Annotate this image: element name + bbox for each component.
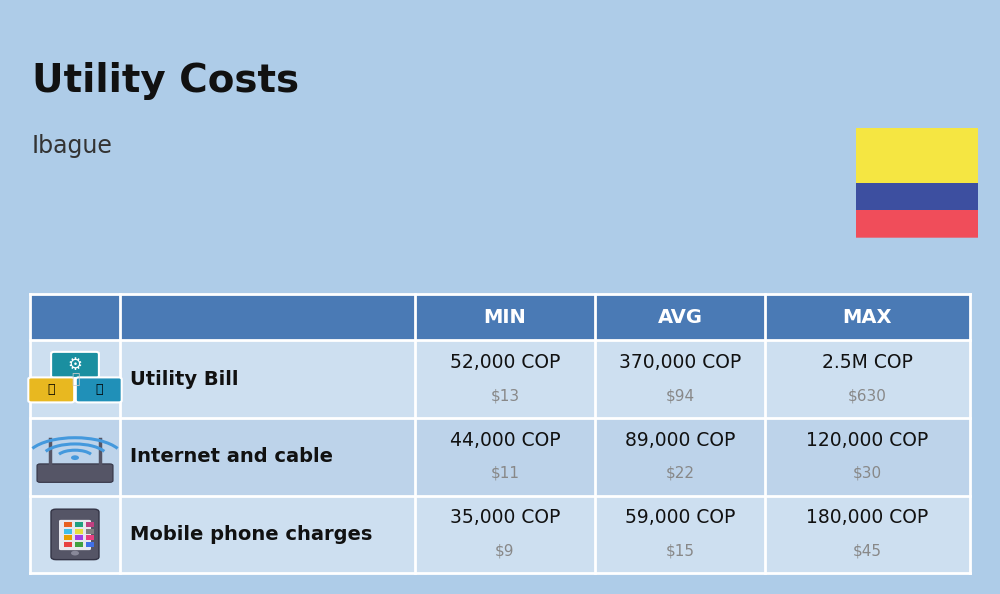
Text: Internet and cable: Internet and cable [130,447,333,466]
Text: $22: $22 [665,466,694,481]
Text: $94: $94 [665,388,695,403]
Text: 44,000 COP: 44,000 COP [450,431,560,450]
Text: ⚙: ⚙ [68,356,82,374]
Text: Utility Bill: Utility Bill [130,369,239,388]
Text: Utility Costs: Utility Costs [32,62,299,100]
Text: $45: $45 [853,544,882,558]
Text: 🚰: 🚰 [95,383,103,396]
Text: 2.5M COP: 2.5M COP [822,353,913,372]
Text: $30: $30 [853,466,882,481]
Text: 120,000 COP: 120,000 COP [806,431,929,450]
Text: $11: $11 [490,466,520,481]
Text: $630: $630 [848,388,887,403]
Text: 370,000 COP: 370,000 COP [619,353,741,372]
Text: MIN: MIN [484,308,526,327]
Text: 🔌: 🔌 [48,383,55,396]
Text: AVG: AVG [657,308,702,327]
Text: $15: $15 [665,544,694,558]
Text: $9: $9 [495,544,515,558]
Text: 180,000 COP: 180,000 COP [806,508,929,527]
Text: 89,000 COP: 89,000 COP [625,431,735,450]
Text: 35,000 COP: 35,000 COP [450,508,560,527]
Text: 🧑: 🧑 [71,372,79,386]
Text: $13: $13 [490,388,520,403]
Text: MAX: MAX [843,308,892,327]
Text: 52,000 COP: 52,000 COP [450,353,560,372]
Text: Mobile phone charges: Mobile phone charges [130,525,372,544]
Text: Ibague: Ibague [32,134,113,157]
Text: 59,000 COP: 59,000 COP [625,508,735,527]
